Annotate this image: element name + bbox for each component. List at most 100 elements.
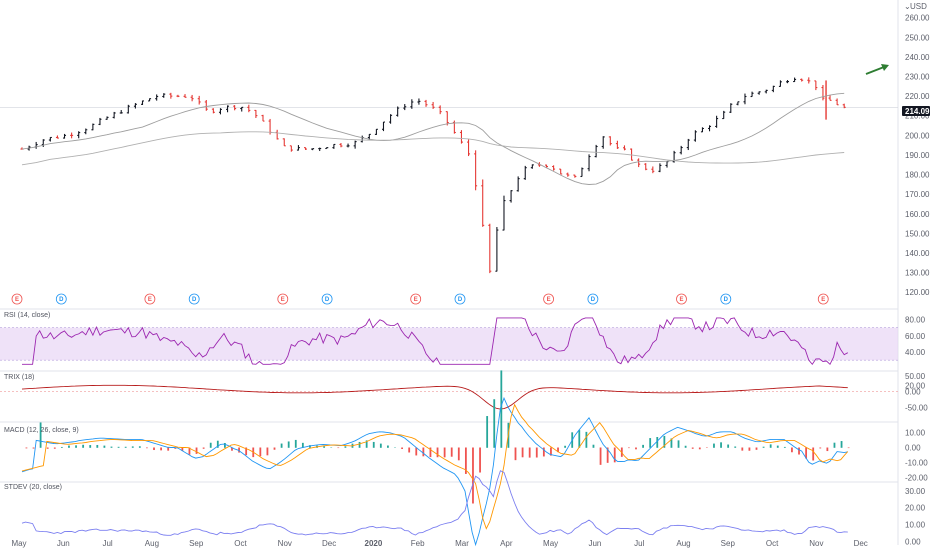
earnings-event-marker[interactable]: E (817, 293, 829, 305)
ohlc-bar[interactable] (594, 144, 598, 158)
ohlc-bar[interactable] (197, 95, 201, 105)
ohlc-bar[interactable] (821, 84, 825, 101)
ohlc-bar[interactable] (417, 98, 421, 105)
ohlc-bar[interactable] (828, 95, 832, 101)
ohlc-bar[interactable] (183, 94, 187, 98)
ohlc-bar[interactable] (502, 195, 506, 231)
ohlc-bar[interactable] (587, 154, 591, 172)
ohlc-bar[interactable] (211, 108, 215, 114)
ohlc-bar[interactable] (240, 106, 244, 112)
ohlc-bar[interactable] (452, 120, 456, 134)
ohlc-bar[interactable] (800, 78, 804, 82)
ohlc-bar[interactable] (736, 101, 740, 106)
ohlc-bar[interactable] (226, 105, 230, 113)
ohlc-bar[interactable] (112, 111, 116, 119)
ohlc-bar[interactable] (495, 227, 499, 272)
ohlc-bar[interactable] (608, 136, 612, 146)
macd-panel[interactable] (21, 370, 850, 547)
ohlc-bar[interactable] (715, 115, 719, 128)
dividend-event-marker[interactable]: D (587, 293, 599, 305)
dividend-event-marker[interactable]: D (321, 293, 333, 305)
ohlc-bar[interactable] (651, 166, 655, 174)
ohlc-bar[interactable] (247, 104, 251, 113)
ohlc-bar[interactable] (34, 141, 38, 149)
ohlc-bar[interactable] (126, 104, 130, 114)
price-panel[interactable] (0, 77, 898, 274)
ohlc-bar[interactable] (786, 80, 790, 84)
ohlc-bar[interactable] (325, 147, 329, 150)
trix-panel[interactable] (0, 384, 898, 410)
ohlc-bar[interactable] (509, 190, 513, 203)
ohlc-bar[interactable] (601, 136, 605, 149)
ohlc-bar[interactable] (119, 110, 123, 114)
ohlc-bar[interactable] (474, 150, 478, 191)
ohlc-bar[interactable] (665, 161, 669, 168)
ohlc-bar[interactable] (679, 145, 683, 155)
ohlc-bar[interactable] (807, 77, 811, 84)
ohlc-bar[interactable] (304, 147, 308, 150)
ohlc-bar[interactable] (403, 104, 407, 111)
ohlc-bar[interactable] (637, 158, 641, 168)
ohlc-bar[interactable] (488, 223, 492, 274)
ohlc-bar[interactable] (275, 129, 279, 140)
ohlc-bar[interactable] (438, 105, 442, 115)
ohlc-bar[interactable] (729, 103, 733, 113)
ohlc-bar[interactable] (98, 117, 102, 126)
ohlc-bar[interactable] (757, 91, 761, 95)
ohlc-bar[interactable] (693, 130, 697, 142)
ohlc-bar[interactable] (332, 143, 336, 149)
ohlc-bar[interactable] (481, 179, 485, 227)
ohlc-bar[interactable] (622, 145, 626, 151)
dividend-event-marker[interactable]: D (188, 293, 200, 305)
ohlc-bar[interactable] (148, 98, 152, 102)
ohlc-bar[interactable] (842, 103, 846, 109)
ohlc-bar[interactable] (396, 106, 400, 117)
ohlc-bar[interactable] (155, 94, 159, 101)
dividend-event-marker[interactable]: D (720, 293, 732, 305)
ohlc-bar[interactable] (353, 140, 357, 149)
ohlc-bar[interactable] (771, 85, 775, 93)
earnings-event-marker[interactable]: E (277, 293, 289, 305)
ohlc-bar[interactable] (835, 98, 839, 106)
ohlc-bar[interactable] (63, 133, 67, 139)
ohlc-bar[interactable] (530, 164, 534, 169)
ohlc-bar[interactable] (467, 139, 471, 157)
ohlc-bar[interactable] (445, 111, 449, 126)
ohlc-bar[interactable] (686, 138, 690, 151)
ohlc-bar[interactable] (318, 147, 322, 152)
ohlc-bar[interactable] (552, 165, 556, 171)
ohlc-bar[interactable] (708, 125, 712, 132)
ohlc-bar[interactable] (644, 163, 648, 171)
rsi-panel[interactable] (0, 317, 898, 366)
ohlc-bar[interactable] (233, 105, 237, 111)
axis-menu-icon[interactable]: ⌄ (904, 2, 911, 11)
ohlc-bar[interactable] (700, 127, 704, 133)
ohlc-bar[interactable] (516, 176, 520, 192)
ohlc-bar[interactable] (48, 136, 52, 142)
ohlc-bar[interactable] (658, 163, 662, 173)
ohlc-bar[interactable] (254, 109, 258, 118)
ohlc-bar[interactable] (296, 145, 300, 151)
ohlc-bar[interactable] (105, 116, 109, 120)
ohlc-bar[interactable] (84, 128, 88, 135)
ohlc-bar[interactable] (389, 114, 393, 124)
ohlc-bar[interactable] (523, 165, 527, 180)
ohlc-bar[interactable] (424, 99, 428, 107)
ohlc-bar[interactable] (176, 94, 180, 98)
ohlc-bar[interactable] (573, 174, 577, 178)
ohlc-bar[interactable] (204, 100, 208, 111)
ohlc-bar[interactable] (778, 80, 782, 87)
ohlc-bar[interactable] (190, 94, 194, 102)
earnings-event-marker[interactable]: E (11, 293, 23, 305)
ohlc-bar[interactable] (133, 103, 137, 109)
ohlc-bar[interactable] (559, 168, 563, 175)
ohlc-bar[interactable] (580, 167, 584, 178)
ohlc-bar[interactable] (140, 100, 144, 105)
ohlc-bar[interactable] (346, 143, 350, 148)
ohlc-bar[interactable] (162, 93, 166, 98)
ohlc-bar[interactable] (814, 80, 818, 91)
ohlc-bar[interactable] (289, 145, 293, 152)
ohlc-bar[interactable] (381, 121, 385, 132)
earnings-event-marker[interactable]: E (543, 293, 554, 305)
